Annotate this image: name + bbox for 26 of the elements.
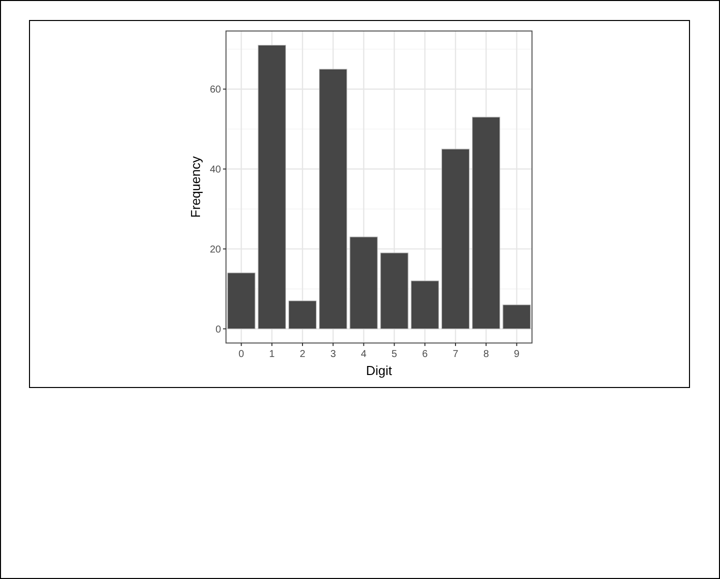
bar — [288, 300, 317, 330]
x-axis-title: Digit — [366, 363, 392, 378]
x-tick-label: 8 — [483, 349, 490, 360]
bar — [502, 304, 531, 330]
bar — [441, 148, 470, 330]
y-tick-label: 0 — [215, 324, 222, 336]
bar — [380, 252, 408, 330]
bar — [410, 280, 439, 330]
y-tick-label: 20 — [210, 244, 222, 256]
bar — [319, 68, 348, 330]
x-tick-label: 2 — [300, 349, 306, 360]
y-tick-label: 40 — [210, 164, 222, 176]
bar — [227, 272, 256, 330]
x-tick-label: 3 — [330, 349, 336, 360]
x-tick-label: 4 — [360, 349, 367, 360]
bar — [472, 116, 500, 330]
bar — [258, 44, 286, 330]
x-tick-label: 6 — [422, 349, 428, 360]
x-tick-label: 5 — [392, 349, 398, 360]
y-axis-title: Frequency — [188, 156, 203, 218]
x-tick-label: 1 — [269, 349, 276, 360]
x-tick-label: 0 — [238, 349, 245, 360]
bar — [350, 236, 378, 330]
x-tick-label: 7 — [452, 349, 459, 360]
y-tick-label: 60 — [210, 84, 222, 96]
x-tick-label: 9 — [514, 349, 520, 360]
